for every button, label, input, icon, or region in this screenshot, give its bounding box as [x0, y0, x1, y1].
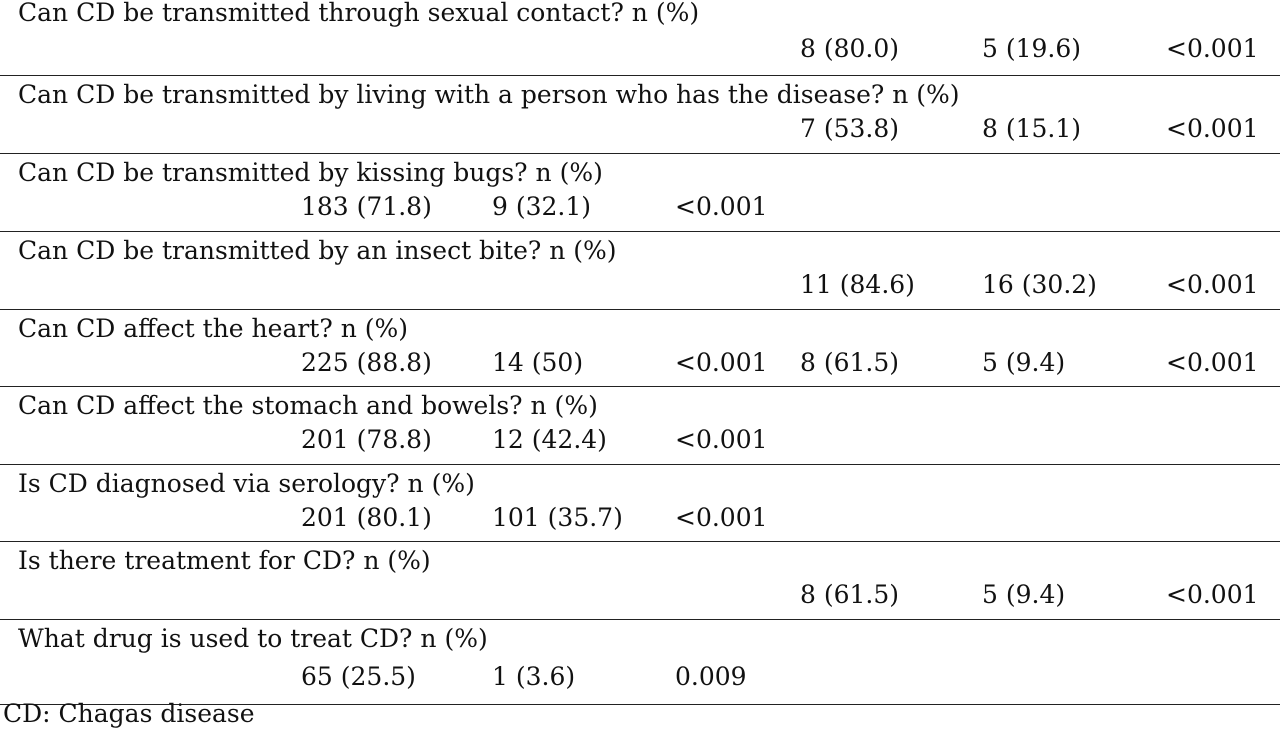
- results-table: Can CD be transmitted through sexual con…: [0, 0, 1280, 705]
- table-row: Can CD be transmitted by an insect bite?…: [0, 232, 1280, 310]
- row-question: Is CD diagnosed via serology? n (%): [18, 469, 475, 498]
- group2-p-cell: <0.001: [1166, 348, 1259, 377]
- group2-yes-cell: 8 (80.0): [800, 34, 900, 63]
- table-row: Is CD diagnosed via serology? n (%) 201 …: [0, 465, 1280, 542]
- group1-yes-cell: 183 (71.8): [301, 192, 432, 221]
- row-question: Can CD affect the heart? n (%): [18, 314, 409, 343]
- group1-p-cell: <0.001: [675, 348, 768, 377]
- group1-yes-cell: 225 (88.8): [301, 348, 432, 377]
- group2-p-cell: <0.001: [1166, 114, 1259, 143]
- group1-no-cell: 1 (3.6): [492, 662, 576, 691]
- group2-no-cell: 5 (19.6): [982, 34, 1082, 63]
- group1-yes-cell: 65 (25.5): [301, 662, 416, 691]
- row-question: What drug is used to treat CD? n (%): [18, 624, 488, 653]
- row-question: Is there treatment for CD? n (%): [18, 546, 431, 575]
- table-row: Can CD affect the stomach and bowels? n …: [0, 387, 1280, 465]
- group1-no-cell: 9 (32.1): [492, 192, 592, 221]
- group1-p-cell: <0.001: [675, 192, 768, 221]
- group2-yes-cell: 7 (53.8): [800, 114, 900, 143]
- group1-no-cell: 14 (50): [492, 348, 584, 377]
- group1-p-cell: 0.009: [675, 662, 747, 691]
- group1-no-cell: 101 (35.7): [492, 503, 623, 532]
- table-row: Is there treatment for CD? n (%) 8 (61.5…: [0, 542, 1280, 620]
- group1-no-cell: 12 (42.4): [492, 425, 607, 454]
- table-row: What drug is used to treat CD? n (%) 65 …: [0, 620, 1280, 705]
- group2-no-cell: 5 (9.4): [982, 348, 1066, 377]
- group2-no-cell: 16 (30.2): [982, 270, 1097, 299]
- table-row: Can CD be transmitted by kissing bugs? n…: [0, 154, 1280, 232]
- group2-no-cell: 8 (15.1): [982, 114, 1082, 143]
- group1-p-cell: <0.001: [675, 503, 768, 532]
- group2-no-cell: 5 (9.4): [982, 580, 1066, 609]
- row-question: Can CD be transmitted by kissing bugs? n…: [18, 158, 603, 187]
- group2-p-cell: <0.001: [1166, 580, 1259, 609]
- group1-yes-cell: 201 (78.8): [301, 425, 432, 454]
- table-row: Can CD affect the heart? n (%) 225 (88.8…: [0, 310, 1280, 387]
- group2-yes-cell: 11 (84.6): [800, 270, 915, 299]
- group1-yes-cell: 201 (80.1): [301, 503, 432, 532]
- row-question: Can CD be transmitted by an insect bite?…: [18, 236, 617, 265]
- group2-p-cell: <0.001: [1166, 270, 1259, 299]
- row-question: Can CD affect the stomach and bowels? n …: [18, 391, 598, 420]
- group2-p-cell: <0.001: [1166, 34, 1259, 63]
- group2-yes-cell: 8 (61.5): [800, 348, 900, 377]
- row-question: Can CD be transmitted by living with a p…: [18, 80, 960, 109]
- group1-p-cell: <0.001: [675, 425, 768, 454]
- table-row: Can CD be transmitted by living with a p…: [0, 76, 1280, 154]
- row-question: Can CD be transmitted through sexual con…: [18, 0, 700, 27]
- table-row: Can CD be transmitted through sexual con…: [0, 0, 1280, 76]
- group2-yes-cell: 8 (61.5): [800, 580, 900, 609]
- table-footnote: CD: Chagas disease: [3, 699, 255, 728]
